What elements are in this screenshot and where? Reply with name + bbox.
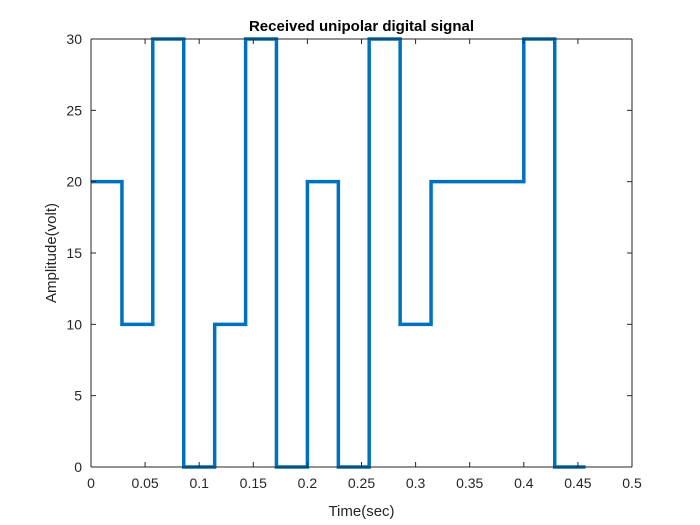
x-tick-label: 0.2 bbox=[298, 475, 318, 491]
x-tick-label: 0.45 bbox=[564, 475, 591, 491]
y-tick-label: 25 bbox=[66, 102, 82, 118]
x-tick-label: 0.3 bbox=[406, 475, 426, 491]
chart-title: Received unipolar digital signal bbox=[249, 18, 474, 35]
x-tick-label: 0.5 bbox=[622, 475, 642, 491]
x-axis-label: Time(sec) bbox=[328, 503, 394, 520]
x-tick-label: 0 bbox=[87, 475, 95, 491]
y-tick-label: 0 bbox=[74, 459, 82, 475]
y-axis-label: Amplitude(volt) bbox=[43, 203, 60, 303]
plot-area bbox=[91, 39, 632, 467]
y-tick-label: 15 bbox=[66, 245, 82, 261]
y-tick-label: 30 bbox=[66, 31, 82, 47]
x-tick-label: 0.05 bbox=[131, 475, 158, 491]
y-tick-label: 10 bbox=[66, 316, 82, 332]
y-tick-label: 20 bbox=[66, 174, 82, 190]
x-tick-label: 0.35 bbox=[456, 475, 483, 491]
x-tick-label: 0.25 bbox=[348, 475, 375, 491]
x-tick-label: 0.4 bbox=[514, 475, 534, 491]
x-tick-label: 0.15 bbox=[240, 475, 267, 491]
x-tick-label: 0.1 bbox=[189, 475, 209, 491]
y-tick-label: 5 bbox=[74, 388, 82, 404]
